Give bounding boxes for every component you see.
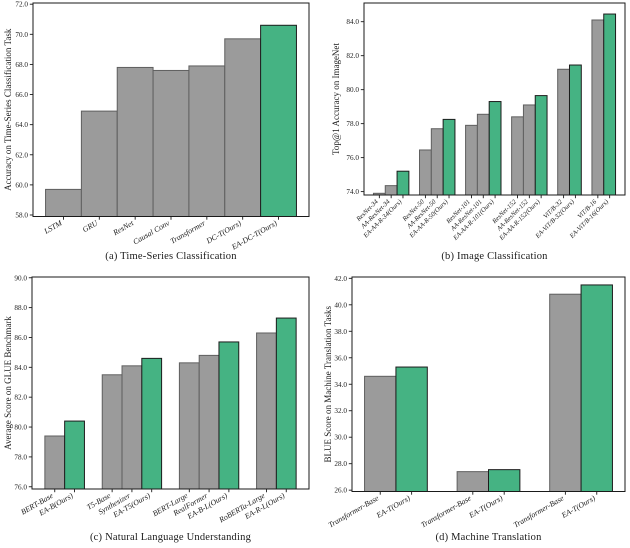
bar-baseline xyxy=(121,365,143,490)
bar-baseline xyxy=(591,19,605,196)
bar-ours xyxy=(603,13,617,196)
chart-nlu-svg: 76.078.080.082.084.086.088.090.0BERT-Bas… xyxy=(3,274,310,525)
bar-ours xyxy=(580,284,613,492)
y-tick-label: 88.0 xyxy=(14,304,27,312)
y-tick-label: 80.0 xyxy=(14,424,27,432)
y-tick-label: 76.0 xyxy=(14,483,27,491)
bar-baseline xyxy=(256,332,277,490)
y-tick-label: 26.0 xyxy=(334,487,347,495)
subplot-image-classification: 74.0 76.0 78.0 80.0 82.0 84.0 ResNet-34 AA-ResN… xyxy=(315,0,630,274)
x-tick-label: Causal Conv xyxy=(131,218,171,246)
y-tick-label: 60.0 xyxy=(15,181,28,189)
y-tick-label: 84.0 xyxy=(346,18,359,26)
bar-baseline xyxy=(476,113,490,196)
subplot-nlu: 76.0 78.0 80.0 82.0 84.0 86.0 88.0 90.0 BERT-Bas… xyxy=(0,274,315,548)
bar-baseline xyxy=(45,188,82,217)
y-tick-label: 90.0 xyxy=(14,274,27,282)
y-tick-label: 28.0 xyxy=(334,460,347,468)
y-tick-label: 40.0 xyxy=(334,301,347,309)
bar-baseline xyxy=(152,69,190,217)
x-tick-label: LSTM xyxy=(42,218,64,236)
y-tick-label: 30.0 xyxy=(334,434,347,442)
y-tick-label: 84.0 xyxy=(14,364,27,372)
y-tick-label: 34.0 xyxy=(334,381,347,389)
y-tick-label: 38.0 xyxy=(334,328,347,336)
bar-ours xyxy=(488,469,521,492)
subplot-machine-translation: 26.0 28.0 30.0 32.0 34.0 36.0 38.0 40.0 42.0 Tran… xyxy=(315,274,630,548)
caption-a: (a) Time-Series Classification xyxy=(105,251,237,262)
y-tick-label: 74.0 xyxy=(346,188,359,196)
bar-baseline xyxy=(80,110,118,217)
y-tick-label: 62.0 xyxy=(15,151,28,159)
chart-machine-translation-svg: 26.0 28.0 30.0 32.0 34.0 36.0 38.0 40.0 42.0 Tran… xyxy=(323,275,626,530)
y-tick-label: 86.0 xyxy=(14,334,27,342)
caption-b: (b) Image Classification xyxy=(441,251,548,262)
bar-ours xyxy=(442,118,456,196)
bar-baseline xyxy=(430,128,444,196)
bar-ours xyxy=(488,101,502,196)
bar-baseline xyxy=(511,116,524,196)
y-tick-label: 72.0 xyxy=(15,1,28,9)
y-tick-label: 36.0 xyxy=(334,354,347,362)
bar-ours xyxy=(534,95,548,196)
plot-frame xyxy=(31,276,310,490)
bar-baseline xyxy=(198,354,220,490)
bar-baseline xyxy=(557,68,570,196)
x-tick-label: EA-T(Ours) xyxy=(374,493,412,520)
bar-ours xyxy=(64,420,85,490)
chart-time-series-svg: 58.0 60.0 62.0 64.0 66.0 68.0 70.0 72.0 LSTM GRU R… xyxy=(3,1,310,252)
y-axis-label: Average Score on GLUE Benchmark xyxy=(3,316,13,450)
y-tick-label: 58.0 xyxy=(15,211,28,219)
y-tick-label: 32.0 xyxy=(334,407,347,415)
bar-baseline xyxy=(522,104,536,196)
bar-baseline xyxy=(465,124,478,196)
bar-baseline xyxy=(224,38,262,217)
bar-baseline xyxy=(101,374,123,490)
bar-baseline xyxy=(116,66,154,217)
x-tick-label: GRU xyxy=(81,218,101,234)
chart-image-classification-svg: 74.076.078.080.082.084.0ResNet-34AA-ResN… xyxy=(331,2,626,242)
bar-ours xyxy=(260,24,297,218)
bar-baseline xyxy=(419,149,432,196)
y-tick-label: 66.0 xyxy=(15,91,28,99)
y-tick-label: 78.0 xyxy=(14,453,27,461)
y-axis-label: Accuracy on Time-Series Classification T… xyxy=(3,28,13,191)
bar-ours xyxy=(218,341,240,490)
y-axis-label: BLUE Score on Machine Translation Tasks xyxy=(323,306,333,463)
bar-ours xyxy=(141,357,163,490)
y-tick-label: 76.0 xyxy=(346,154,359,162)
bar-baseline xyxy=(456,471,489,492)
x-tick-label: Transformer xyxy=(169,218,208,246)
y-tick-label: 80.0 xyxy=(346,86,359,94)
subplot-time-series: 58.0 60.0 62.0 64.0 66.0 68.0 70.0 72.0 LSTM GRU R… xyxy=(0,0,315,274)
y-tick-label: 78.0 xyxy=(346,120,359,128)
x-tick-label: Transformer-Base xyxy=(419,493,473,529)
y-axis-label: Top@1 Accuracy on ImageNet xyxy=(331,43,341,155)
y-tick-label: 68.0 xyxy=(15,61,28,69)
x-tick-label: Transformer-Base xyxy=(512,493,566,529)
y-tick-label: 82.0 xyxy=(14,394,27,402)
x-tick-label: EA-T(Ours) xyxy=(467,493,505,520)
caption-d: (d) Machine Translation xyxy=(435,532,542,543)
bar-ours xyxy=(275,317,297,490)
y-tick-label: 82.0 xyxy=(346,52,359,60)
bar-baseline xyxy=(178,362,200,490)
y-tick-label: 42.0 xyxy=(334,275,347,283)
bar-baseline xyxy=(384,185,398,196)
bar-baseline xyxy=(364,375,397,492)
y-tick-label: 70.0 xyxy=(15,31,28,39)
bar-baseline xyxy=(549,293,582,492)
caption-c: (c) Natural Language Understanding xyxy=(89,532,252,543)
bar-ours xyxy=(395,366,428,492)
plot-frame xyxy=(363,2,626,196)
bar-baseline xyxy=(44,435,66,490)
x-tick-label: EA-T(Ours) xyxy=(559,493,597,520)
bar-ours xyxy=(568,64,582,196)
x-tick-label: Transformer-Base xyxy=(327,493,381,529)
bar-ours xyxy=(396,170,410,196)
x-tick-label: ResNet xyxy=(111,218,136,238)
bar-baseline xyxy=(188,65,226,217)
y-tick-label: 64.0 xyxy=(15,121,28,129)
